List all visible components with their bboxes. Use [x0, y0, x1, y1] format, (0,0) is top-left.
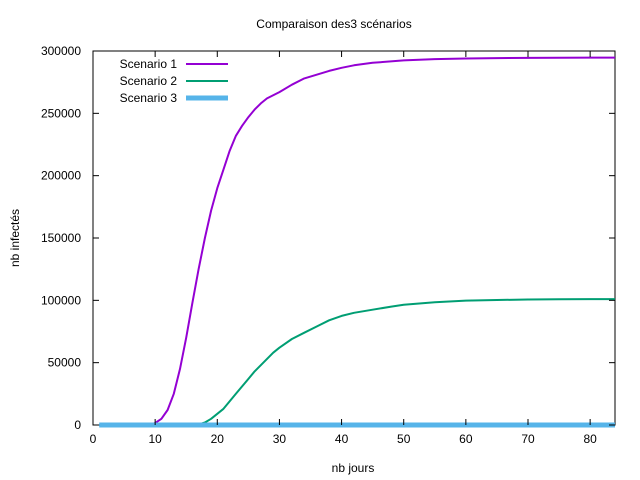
y-tick-label: 250000 — [41, 106, 81, 120]
y-tick-label: 200000 — [41, 169, 81, 183]
x-tick-label: 10 — [148, 432, 162, 446]
x-tick-label: 50 — [397, 432, 411, 446]
legend: Scenario 1 Scenario 2 Scenario 3 — [120, 57, 228, 105]
y-tick-label: 150000 — [41, 231, 81, 245]
chart-title: Comparaison des3 scénarios — [256, 17, 411, 31]
x-axis-label: nb jours — [332, 461, 375, 475]
x-tick-label: 40 — [335, 432, 349, 446]
legend-label-1: Scenario 1 — [120, 57, 178, 71]
y-tick-label: 300000 — [41, 44, 81, 58]
series-layer — [99, 56, 615, 428]
x-tick-label: 80 — [583, 432, 597, 446]
plot-frame — [92, 50, 616, 426]
y-axis-label: nb infectés — [8, 209, 22, 267]
x-tick-label: 20 — [211, 432, 225, 446]
x-tick-label: 0 — [90, 432, 97, 446]
y-tick-label: 100000 — [41, 293, 81, 307]
y-tick-label: 50000 — [48, 356, 82, 370]
y-tick-label: 0 — [74, 418, 81, 432]
x-tick-label: 30 — [273, 432, 287, 446]
legend-label-2: Scenario 2 — [120, 74, 178, 88]
x-tick-label: 70 — [521, 432, 535, 446]
axes-layer: 0 10 20 30 40 50 60 70 80 0 50000 100000 150000 20000… — [41, 44, 615, 446]
plot-area — [92, 50, 616, 426]
series-line-2 — [99, 298, 615, 426]
series-line-1 — [99, 56, 615, 426]
x-tick-label: 60 — [459, 432, 473, 446]
legend-label-3: Scenario 3 — [120, 91, 178, 105]
